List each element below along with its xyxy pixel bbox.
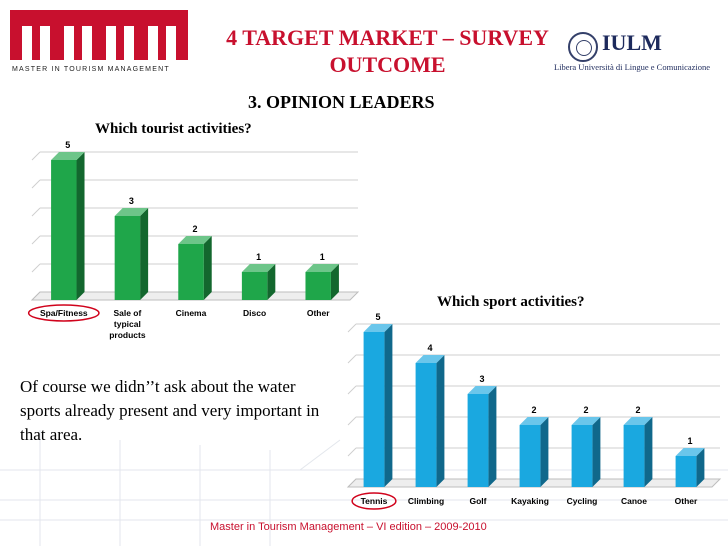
bar-front [571,425,593,487]
bar-side [140,208,149,300]
bar-front [623,425,645,487]
iulm-seal-icon [568,32,598,62]
bar-value-label: 4 [427,343,432,353]
category-label: Tennis [361,496,388,506]
bar-value-label: 5 [65,140,70,150]
gridline-side [31,151,41,161]
gridline-side [347,354,357,364]
bar-kayaking [519,417,549,487]
category-label: Other [675,496,698,506]
master-logo-text: MASTER IN TOURISM MANAGEMENT [12,66,170,73]
sport-chart-title: Which sport activities? [437,294,585,310]
bar-front [363,332,385,487]
bar-side [330,264,339,300]
category-label: Golf [470,496,487,506]
bar-side [203,236,212,300]
category-label: Cinema [176,308,207,318]
category-label: Sale of typical products [109,308,146,340]
bar-top [178,236,212,244]
category-label: Cycling [567,496,598,506]
bar-side [644,417,653,487]
bar-front [675,456,697,487]
bar-side [384,324,393,487]
gridline-side [31,207,41,217]
bar-front [241,272,268,300]
section-subtitle: 3. OPINION LEADERS [248,92,435,112]
bar-golf [467,386,497,487]
bar-top [305,264,339,272]
iulm-logo: IULM Libera Università di Lingue e Comun… [552,30,722,72]
bar-climbing [415,355,445,487]
bar-value-label: 3 [129,196,134,206]
category-label: Spa/Fitness [40,308,88,318]
gridline-side [31,263,41,273]
bar-other [305,264,339,300]
master-logo: MASTER IN TOURISM MANAGEMENT [10,10,188,80]
bar-canoe [623,417,653,487]
bar-front [305,272,331,300]
gridline-side [347,385,357,395]
master-logo-mark [10,10,188,60]
gridline-side [347,416,357,426]
bar-value-label: 2 [531,405,536,415]
bar-side [488,386,497,487]
bar-front [114,216,141,300]
bar-top [51,152,85,160]
bar-side [592,417,601,487]
bar-value-label: 1 [320,252,325,262]
category-label: Other [307,308,330,318]
bar-front [415,363,437,487]
bar-value-label: 5 [375,312,380,322]
bar-side [540,417,549,487]
sport-activities-chart: 5 Tennis 4 Climbing 3 Golf 2 Kayaking 2 Cycling 2 C… [346,312,722,510]
bar-top [571,417,601,425]
bar-top [519,417,549,425]
bar-top [415,355,445,363]
bar-spa-fitness [51,152,85,300]
slide-title: 4 TARGET MARKET – SURVEY OUTCOME [226,25,549,77]
tourist-chart-title: Which tourist activities? [95,121,252,137]
bar-side [696,448,705,487]
bar-value-label: 2 [192,224,197,234]
gridline-side [31,179,41,189]
bar-tennis [363,324,393,487]
tourist-activities-chart: 5 Spa/Fitness 3 Sale of typical products 2 Cine… [27,140,360,340]
bar-side [76,152,85,300]
bar-top [623,417,653,425]
bar-front [467,394,489,487]
bar-top [241,264,276,272]
bar-sale-of-typical-products [114,208,149,300]
category-label: Disco [243,308,266,318]
note-text: Of course we didn’’t ask about the water… [20,377,320,444]
bar-disco [241,264,276,300]
bar-front [51,160,77,300]
category-label: Canoe [621,496,647,506]
gridline-side [347,323,357,333]
category-label: Climbing [408,496,444,506]
bar-value-label: 1 [687,436,692,446]
category-label: Kayaking [511,496,549,506]
iulm-logo-subtitle: Libera Università di Lingue e Comunicazi… [554,62,711,72]
bar-value-label: 2 [635,405,640,415]
iulm-logo-name: IULM [602,30,662,55]
bar-value-label: 2 [583,405,588,415]
bar-front [519,425,541,487]
gridline-side [31,235,41,245]
bar-other [675,448,705,487]
bar-top [114,208,149,216]
gridline-side [347,447,357,457]
bar-side [436,355,445,487]
bar-cinema [178,236,212,300]
bar-top [467,386,497,394]
bar-value-label: 1 [256,252,261,262]
highlight-circle [27,304,100,322]
bar-top [363,324,393,332]
footer-text: Master in Tourism Management – VI editio… [210,521,487,533]
bar-cycling [571,417,601,487]
bar-front [178,244,204,300]
bar-top [675,448,705,456]
bar-value-label: 3 [479,374,484,384]
bar-side [267,264,276,300]
highlight-circle [351,492,397,510]
